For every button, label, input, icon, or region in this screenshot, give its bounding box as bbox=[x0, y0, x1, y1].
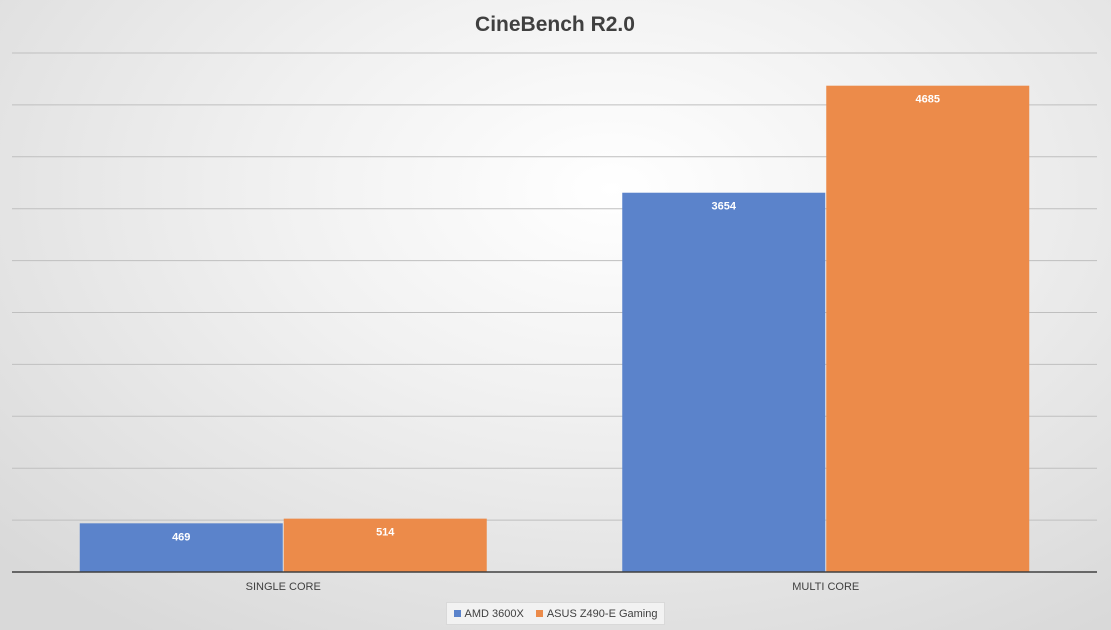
bar-label-1-0: 3654 bbox=[712, 201, 737, 213]
bars bbox=[79, 85, 1030, 573]
bar-labels: 469 514 3654 4685 bbox=[172, 94, 940, 544]
bar-label-1-1: 4685 bbox=[916, 94, 940, 106]
bar-1-0 bbox=[622, 192, 826, 573]
bar-label-0-1: 514 bbox=[376, 527, 395, 539]
legend-item-0: AMD 3600X bbox=[453, 607, 524, 620]
bar-0-1 bbox=[283, 518, 487, 572]
category-label-1: MULTI CORE bbox=[792, 581, 859, 593]
category-labels: SINGLE CORE MULTI CORE bbox=[246, 581, 860, 593]
legend: AMD 3600X ASUS Z490-E Gaming bbox=[446, 602, 665, 625]
bar-0-0 bbox=[79, 523, 283, 572]
gridlines bbox=[12, 52, 1097, 521]
bar-label-0-0: 469 bbox=[172, 531, 190, 543]
bar-1-1 bbox=[826, 85, 1030, 573]
chart-title: CineBench R2.0 bbox=[475, 13, 635, 36]
legend-swatch-1 bbox=[535, 610, 543, 617]
category-label-0: SINGLE CORE bbox=[246, 581, 321, 593]
legend-label-1: ASUS Z490-E Gaming bbox=[546, 607, 658, 620]
legend-label-0: AMD 3600X bbox=[464, 607, 524, 620]
legend-item-1: ASUS Z490-E Gaming bbox=[535, 607, 658, 620]
legend-swatch-0 bbox=[453, 610, 461, 617]
